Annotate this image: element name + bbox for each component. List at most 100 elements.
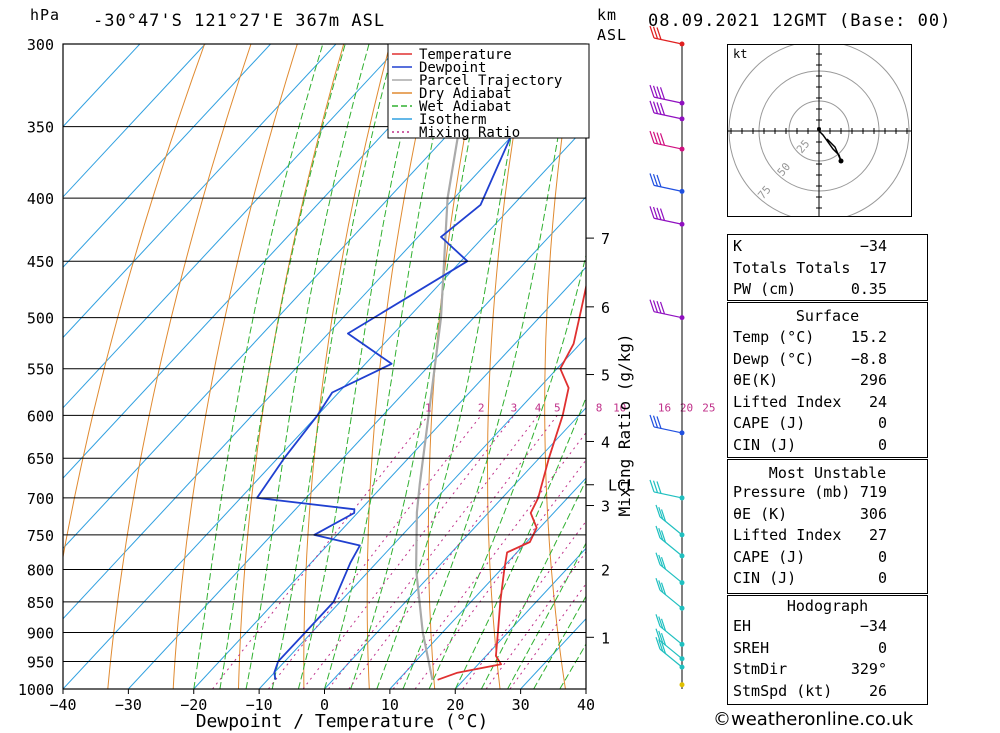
wind-barb-feather (655, 614, 661, 627)
dry-adiabat-line (993, 44, 1000, 689)
wind-barb-staff (653, 184, 683, 192)
wind-barb-feather (656, 27, 662, 40)
legend-entry: Wet Adiabat (419, 99, 512, 115)
stat-row: θE (K) 306 (728, 505, 927, 526)
legend-entry: Temperature (419, 47, 512, 63)
isotherm-line (63, 44, 206, 198)
mixing-ratio-line (268, 414, 482, 689)
isotherm-line (63, 44, 533, 550)
mixing-ratio-line (509, 582, 586, 689)
mixing-ratio-label: 2 (478, 401, 485, 414)
stat-key: Dewp (°C) (733, 349, 815, 368)
wind-barb-feather (649, 100, 655, 114)
stat-value: −8.8 (850, 349, 887, 368)
wind-barb-staff (659, 589, 683, 609)
wind-barb-feather (656, 86, 662, 99)
most-unstable-panel: Most Unstable Pressure (mb) 719 θE (K) 306 L… (727, 459, 928, 594)
stat-row: EH −34 (728, 617, 927, 638)
wind-barb-feather (660, 556, 667, 570)
wind-barb-feather (660, 618, 667, 632)
stat-key: CAPE (J) (733, 547, 806, 566)
stat-key: CAPE (J) (733, 414, 806, 432)
wind-barb-feather (659, 87, 666, 100)
wind-barb-feather (658, 616, 664, 629)
stat-key: SREH (733, 638, 770, 657)
hodograph-unit: kt (733, 47, 747, 61)
pressure-tick-label: 650 (27, 450, 54, 468)
stat-key: Temp (°C) (733, 328, 815, 346)
wind-barb-feather (655, 636, 661, 650)
pressure-tick-label: 350 (27, 119, 54, 137)
km-tick-label: 3 (601, 498, 610, 516)
wind-barb-feather (660, 582, 667, 595)
pressure-unit: hPa (30, 6, 61, 24)
wind-barb-feather (658, 554, 664, 568)
wind-barb-staff (653, 96, 683, 104)
temperature-line (437, 282, 586, 681)
stat-value: 0 (877, 414, 887, 432)
pressure-tick-label: 850 (27, 594, 54, 612)
wind-barb-feather (658, 580, 664, 593)
pressure-tick-label: 400 (27, 190, 54, 208)
most-unstable-title: Most Unstable (768, 464, 887, 482)
x-tick-label: 30 (512, 696, 530, 714)
wind-barb-staff (653, 142, 683, 150)
stat-row: CIN (J) 0 (728, 569, 927, 590)
stat-key: PW (cm) (733, 280, 797, 298)
x-tick-label: 0 (320, 696, 329, 714)
wet-adiabat-line (219, 44, 346, 689)
wind-barb-feather (652, 131, 659, 145)
wind-level-dot (679, 682, 685, 688)
hodograph-ring-label: 25 (794, 137, 812, 156)
wind-barb-feather (656, 481, 662, 494)
km-tick-label: 2 (601, 561, 610, 579)
mixing-ratio-label: 4 (535, 401, 542, 414)
wind-barb-staff (659, 648, 683, 668)
stat-row: Temp (°C) 15.2 (728, 328, 927, 349)
wind-barb-feather (658, 506, 664, 520)
pressure-tick-label: 450 (27, 253, 54, 271)
stat-row: CIN (J) 0 (728, 436, 927, 457)
dry-adiabat-line (107, 44, 252, 689)
stat-value: 0 (877, 638, 887, 657)
copyright-link[interactable]: ©weatheronline.co.uk (713, 709, 914, 730)
wind-barb-feather (658, 630, 664, 644)
hodograph-ring-label: 50 (775, 160, 793, 179)
hodograph-stats-panel: Hodograph EH −34 SREH 0 StmDir 329° StmSpd (kt… (727, 595, 928, 705)
wind-barb-column (649, 25, 685, 689)
wet-adiabat-line (428, 253, 586, 689)
dry-adiabat-line (172, 44, 298, 689)
stat-value: 0 (877, 547, 887, 566)
surface-panel: Surface Temp (°C) 15.2 Dewp (°C) −8.8 θE(K) 2… (727, 302, 928, 458)
stat-key: CIN (J) (733, 569, 797, 587)
stat-value: 15.2 (850, 328, 887, 346)
wind-barb-staff (653, 217, 683, 225)
hodograph-stats-title: Hodograph (786, 597, 869, 615)
isotherm-line (63, 44, 337, 339)
x-tick-label: 10 (381, 696, 399, 714)
legend-box (387, 43, 590, 139)
wind-barb-staff (659, 516, 683, 536)
wind-barb-feather (649, 173, 655, 186)
indices-panel: K −34 Totals Totals 17 PW (cm) 0.35 (727, 234, 928, 301)
wind-barb-feather (656, 174, 662, 188)
stat-key: θE (K) (733, 504, 788, 523)
stat-value: 17 (868, 258, 887, 277)
wind-barb-feather (652, 101, 659, 114)
km-tick-label: 5 (601, 367, 610, 385)
parcel-trajectory-line (415, 44, 475, 681)
wind-barb-feather (659, 102, 666, 116)
dewpoint-line (256, 44, 553, 680)
wind-barb-feather (652, 300, 659, 313)
wet-adiabat-line (533, 595, 586, 689)
mixing-ratio-label: 10 (613, 401, 626, 414)
x-tick-label: −30 (115, 696, 142, 714)
surface-title: Surface (795, 307, 860, 325)
wind-barb-feather (660, 641, 667, 654)
mixing-ratio-label: 16 (658, 401, 671, 414)
wind-barb-feather (656, 102, 662, 115)
stat-value: 26 (868, 681, 887, 700)
pressure-tick-label: 300 (27, 36, 54, 54)
isotherm-line (128, 196, 586, 689)
stat-row: Lifted Index 24 (728, 393, 927, 414)
